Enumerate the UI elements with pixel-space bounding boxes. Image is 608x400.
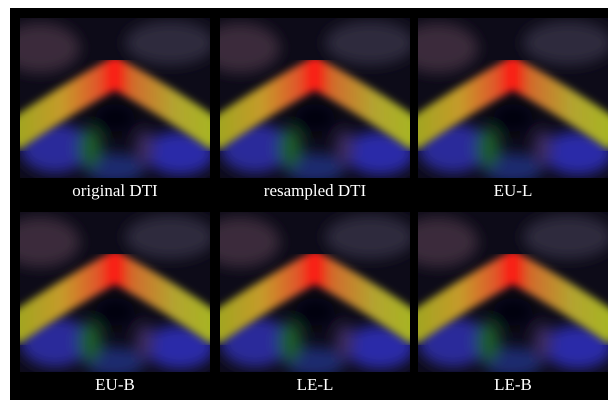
panel: resampled DTI bbox=[200, 18, 420, 200]
dti-image bbox=[200, 212, 420, 377]
panel-caption: original DTI bbox=[72, 181, 158, 200]
panel-caption: LE-B bbox=[494, 375, 532, 394]
dti-image bbox=[0, 18, 220, 183]
dti-image bbox=[200, 18, 420, 183]
figure: original DTI resampled DTI EU-L EU-B LE-L LE-… bbox=[0, 0, 608, 400]
dti-image bbox=[398, 212, 608, 377]
dti-image bbox=[0, 212, 220, 377]
panel: original DTI bbox=[0, 18, 220, 200]
panel: EU-L bbox=[398, 18, 608, 200]
panel: LE-L bbox=[200, 212, 420, 394]
panel: EU-B bbox=[0, 212, 220, 394]
panel-caption: EU-B bbox=[95, 375, 135, 394]
panel-caption: EU-L bbox=[494, 181, 533, 200]
panel-caption: resampled DTI bbox=[264, 181, 367, 200]
dti-image bbox=[398, 18, 608, 183]
panel-caption: LE-L bbox=[297, 375, 334, 394]
panel: LE-B bbox=[398, 212, 608, 394]
